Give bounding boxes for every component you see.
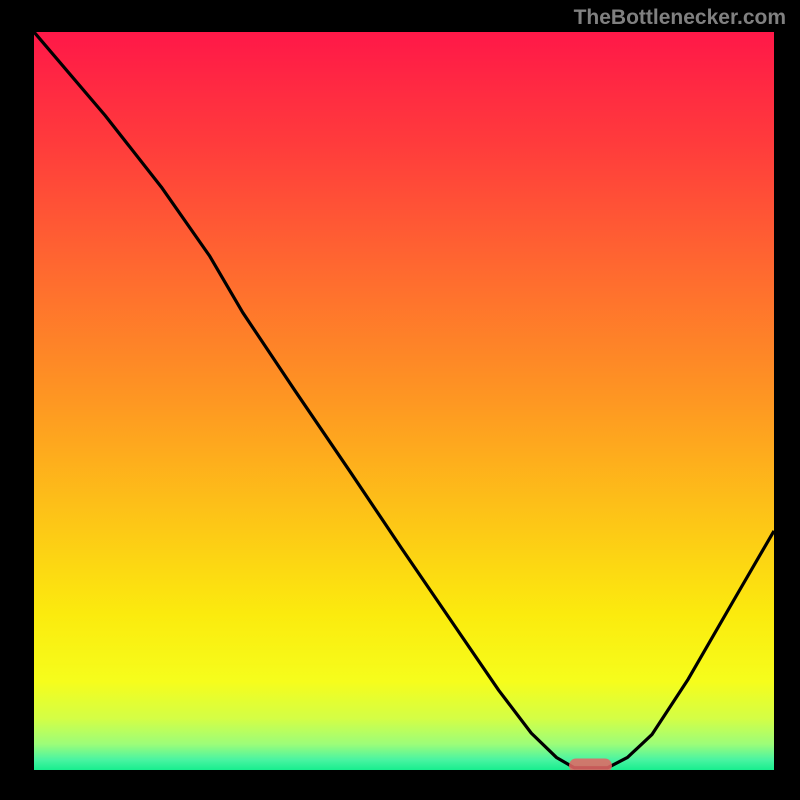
bottleneck-chart bbox=[34, 32, 774, 770]
watermark-label: TheBottlenecker.com bbox=[574, 6, 786, 30]
optimum-marker bbox=[569, 759, 612, 770]
curve-overlay bbox=[34, 32, 774, 770]
bottleneck-curve bbox=[34, 32, 774, 768]
